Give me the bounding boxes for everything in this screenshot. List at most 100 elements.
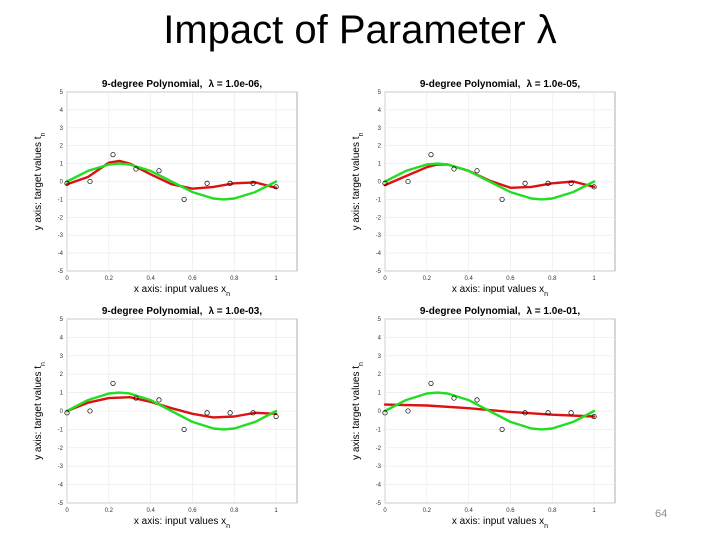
x-tick-label: 0.6 [188, 276, 197, 282]
data-point [250, 180, 256, 186]
x-tick-label: 0.6 [506, 508, 515, 514]
data-point [181, 196, 187, 202]
data-point [451, 395, 457, 401]
y-tick-label: 1 [378, 162, 382, 168]
x-tick-label: 0.8 [548, 276, 557, 282]
y-axis-label-text: y axis: target values t [33, 366, 44, 460]
y-axis-label: y axis: target values tn [351, 132, 365, 230]
true-curve [65, 391, 278, 431]
x-axis-label-text: x axis: input values x [452, 516, 544, 527]
true-curve [383, 391, 596, 431]
y-tick-label: -1 [376, 197, 382, 203]
y-tick-label: 4 [378, 108, 382, 114]
data-point [133, 395, 139, 401]
fitted-curve [65, 396, 278, 419]
data-point [64, 180, 70, 186]
x-axis-label: x axis: input values xn [134, 516, 230, 530]
x-axis-label: x axis: input values xn [134, 284, 230, 298]
data-point [181, 426, 187, 432]
data-point [428, 380, 434, 386]
chart-title-prefix: 9-degree Polynomial, [420, 79, 521, 90]
data-point [568, 410, 574, 416]
y-tick-label: 1 [60, 391, 64, 397]
chart-title-prefix: 9-degree Polynomial, [102, 79, 203, 90]
data-point [382, 180, 388, 186]
chart-title-prefix: 9-degree Polynomial, [102, 306, 203, 317]
y-axis-label-sub: n [358, 362, 365, 366]
data-point [156, 397, 162, 403]
y-axis-label-sub: n [40, 362, 47, 366]
data-point [133, 166, 139, 172]
data-point [499, 426, 505, 432]
y-tick-label: -5 [58, 501, 64, 507]
data-point [204, 180, 210, 186]
x-tick-label: 1 [592, 276, 596, 282]
x-tick-label: 0.2 [423, 276, 432, 282]
data-point [87, 178, 93, 185]
y-tick-label: -3 [58, 233, 64, 239]
y-tick-label: 4 [60, 335, 64, 341]
x-tick-label: 0.6 [506, 276, 515, 282]
x-tick-label: 0 [383, 508, 387, 514]
y-tick-label: -3 [376, 464, 382, 470]
x-axis-label-text: x axis: input values x [134, 284, 226, 295]
chart-title-lambda: λ = 1.0e-01, [526, 306, 580, 317]
data-point [545, 180, 551, 186]
x-tick-label: 0.2 [423, 508, 432, 514]
chart-panel-2: 9-degree Polynomial, λ = 1.0e-05, -5 -4 -3 -2… [351, 79, 616, 298]
y-tick-label: 2 [378, 144, 382, 150]
y-tick-label: 3 [378, 354, 382, 360]
y-tick-label: 0 [60, 409, 64, 415]
data-point [591, 184, 597, 190]
y-tick-label: -2 [376, 215, 382, 221]
x-tick-label: 1 [274, 508, 278, 514]
x-tick-label: 0.4 [146, 276, 155, 282]
y-tick-label: 4 [378, 335, 382, 341]
x-axis-label-sub: n [226, 523, 230, 530]
slide-title: Impact of Parameter λ [163, 8, 557, 52]
y-tick-label: 0 [378, 409, 382, 415]
y-axis-label: y axis: target values tn [351, 362, 365, 460]
y-tick-label: -3 [376, 233, 382, 239]
chart-title-lambda: λ = 1.0e-05, [526, 79, 580, 90]
x-tick-label: 0 [65, 276, 69, 282]
x-tick-label: 1 [274, 276, 278, 282]
chart-title: 9-degree Polynomial, λ = 1.0e-05, [420, 79, 580, 90]
x-tick-label: 1 [592, 508, 596, 514]
data-point [110, 380, 116, 386]
y-tick-label: -1 [58, 197, 64, 203]
data-point [273, 184, 279, 190]
x-axis-label-sub: n [544, 291, 548, 298]
data-point [156, 168, 162, 174]
true-curve [65, 162, 278, 201]
y-axis-label-text: y axis: target values t [33, 136, 44, 230]
y-tick-label: -1 [376, 427, 382, 433]
chart-title-lambda: λ = 1.0e-06, [208, 79, 262, 90]
y-tick-label: 5 [60, 90, 64, 96]
y-tick-label: -5 [376, 501, 382, 507]
x-tick-label: 0.2 [105, 276, 114, 282]
y-tick-label: -2 [58, 215, 64, 221]
y-tick-label: 4 [60, 108, 64, 114]
x-axis-label: x axis: input values xn [452, 516, 548, 530]
y-tick-label: -2 [376, 446, 382, 452]
y-axis-label-text: y axis: target values t [351, 136, 362, 230]
x-tick-label: 0.8 [230, 508, 239, 514]
y-tick-label: 5 [378, 317, 382, 323]
y-tick-label: -4 [58, 483, 64, 489]
y-tick-label: 2 [378, 372, 382, 378]
y-tick-label: -4 [376, 483, 382, 489]
x-tick-label: 0.4 [146, 508, 155, 514]
data-point [64, 410, 70, 416]
data-point [204, 410, 210, 416]
y-tick-label: -2 [58, 446, 64, 452]
page-number: 64 [655, 508, 668, 520]
data-point [591, 413, 597, 420]
x-tick-label: 0 [65, 508, 69, 514]
data-point [227, 180, 233, 186]
x-tick-label: 0 [383, 276, 387, 282]
y-tick-label: 5 [60, 317, 64, 323]
y-tick-label: 3 [378, 126, 382, 132]
y-tick-label: 1 [378, 391, 382, 397]
data-point [428, 152, 434, 158]
